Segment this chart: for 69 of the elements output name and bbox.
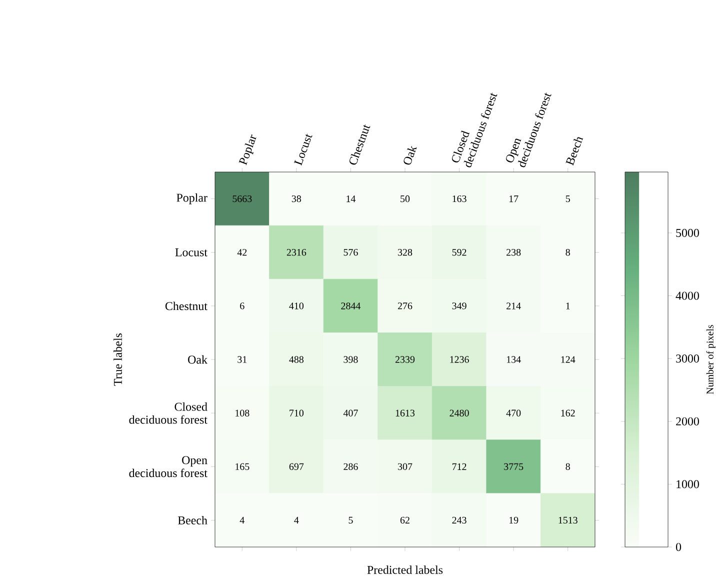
- data-label: 4: [240, 516, 244, 524]
- data-label: 3775: [504, 463, 524, 470]
- data-label: 214: [506, 302, 521, 310]
- x-tick-label: Oak: [404, 146, 417, 165]
- x-tick-label: Poplar: [238, 134, 256, 166]
- data-label: 243: [452, 516, 466, 524]
- data-label: 163: [452, 195, 466, 202]
- data-label: 6: [240, 302, 244, 310]
- data-label: 328: [398, 249, 412, 256]
- data-label: 2844: [341, 302, 361, 310]
- data-label: 1: [566, 302, 570, 310]
- data-label: 8: [566, 249, 570, 256]
- data-label: 470: [506, 410, 521, 416]
- data-label: 31: [238, 356, 247, 363]
- data-label: 42: [237, 249, 247, 256]
- data-label: 349: [452, 302, 466, 310]
- color-bar-label: 3000: [676, 354, 699, 363]
- data-label: 50: [400, 195, 410, 202]
- data-label: 162: [561, 410, 575, 416]
- data-label: 4: [294, 516, 299, 524]
- data-label: 1513: [558, 516, 578, 524]
- data-label: 5: [566, 195, 570, 202]
- data-label: 124: [561, 356, 576, 363]
- x-axis-title: Predicted labels: [367, 566, 443, 574]
- y-tick-label: Chestnut: [165, 302, 208, 310]
- data-label: 1613: [396, 410, 415, 416]
- data-label: 576: [344, 249, 358, 256]
- data-label: 697: [289, 463, 304, 470]
- data-label: 38: [292, 195, 302, 202]
- data-label: 592: [452, 249, 466, 256]
- data-label: 8: [566, 463, 570, 470]
- data-label: 286: [344, 463, 358, 470]
- y-tick-label: Oak: [188, 355, 208, 364]
- y-axis-title: True labels: [114, 333, 122, 386]
- data-label: 276: [398, 302, 412, 310]
- data-label: 108: [236, 410, 250, 416]
- data-label: 2339: [395, 356, 415, 363]
- x-tick-label: Beech: [566, 137, 584, 166]
- data-label: 17: [509, 196, 518, 202]
- y-tick-label: Locust: [175, 248, 208, 256]
- data-label: 410: [289, 302, 304, 310]
- y-tick-label: Open deciduous forest: [129, 456, 208, 478]
- data-label: 62: [400, 516, 410, 524]
- y-tick-label: Closed deciduous forest: [129, 402, 208, 424]
- data-label: 398: [344, 356, 358, 363]
- data-label: 19: [509, 516, 518, 524]
- color-bar-label: 5000: [676, 228, 699, 237]
- data-label: 238: [506, 249, 521, 256]
- data-label: 134: [506, 356, 521, 363]
- data-label: 710: [290, 410, 304, 416]
- color-bar-label: 0: [676, 542, 682, 552]
- color-bar-label: 2000: [676, 417, 699, 426]
- color-bar-label: 1000: [676, 480, 699, 488]
- data-label: 2480: [450, 410, 469, 416]
- data-label: 407: [343, 410, 358, 416]
- data-label: 712: [452, 463, 466, 470]
- y-tick-label: Beech: [178, 516, 208, 524]
- data-label: 307: [398, 463, 412, 470]
- data-label: 488: [289, 356, 304, 363]
- color-bar-title: Number of pixels: [706, 325, 716, 394]
- data-label: 2316: [286, 249, 306, 256]
- data-label: 14: [346, 196, 356, 202]
- data-label: 1236: [450, 356, 469, 363]
- data-label: 165: [236, 463, 250, 470]
- y-tick-label: Poplar: [176, 193, 208, 204]
- data-label: 5663: [232, 195, 252, 202]
- data-label: 5: [348, 516, 353, 524]
- x-tick-label: Locust: [294, 134, 312, 166]
- color-bar-label: 4000: [676, 292, 699, 300]
